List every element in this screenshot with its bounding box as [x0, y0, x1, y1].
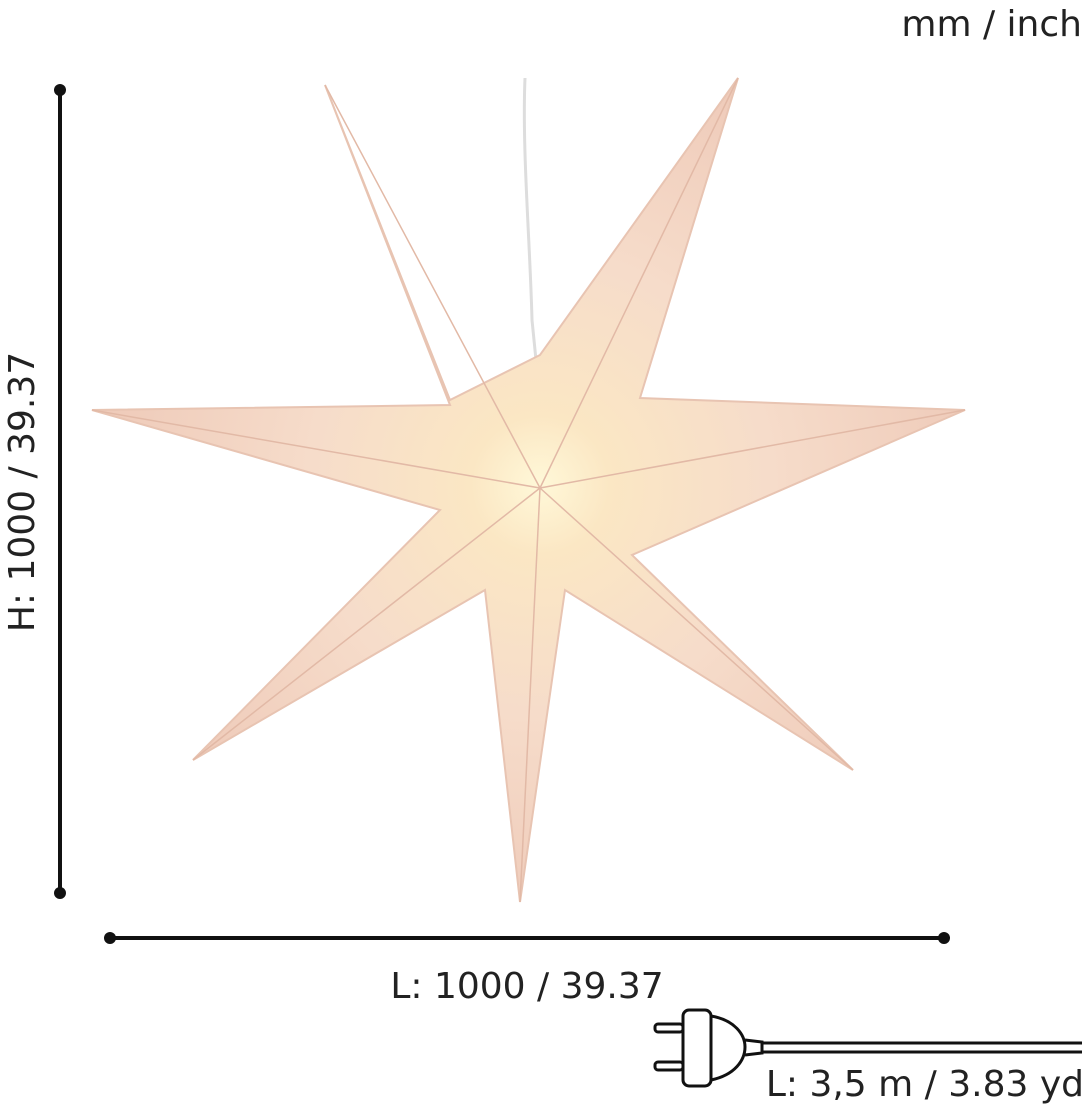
cable-label: L: 3,5 m / 3.83 yd — [766, 1064, 1084, 1105]
hanging-cord — [522, 77, 538, 361]
height-label: H: 1000 / 39.37 — [2, 352, 43, 632]
star-folds — [91, 77, 966, 903]
star-lamp — [91, 77, 966, 903]
length-label: L: 1000 / 39.37 — [390, 966, 663, 1007]
height-dimension — [54, 84, 66, 899]
plug-icon — [653, 1008, 1082, 1088]
length-dimension — [104, 932, 950, 944]
units-label: mm / inch — [901, 4, 1082, 45]
